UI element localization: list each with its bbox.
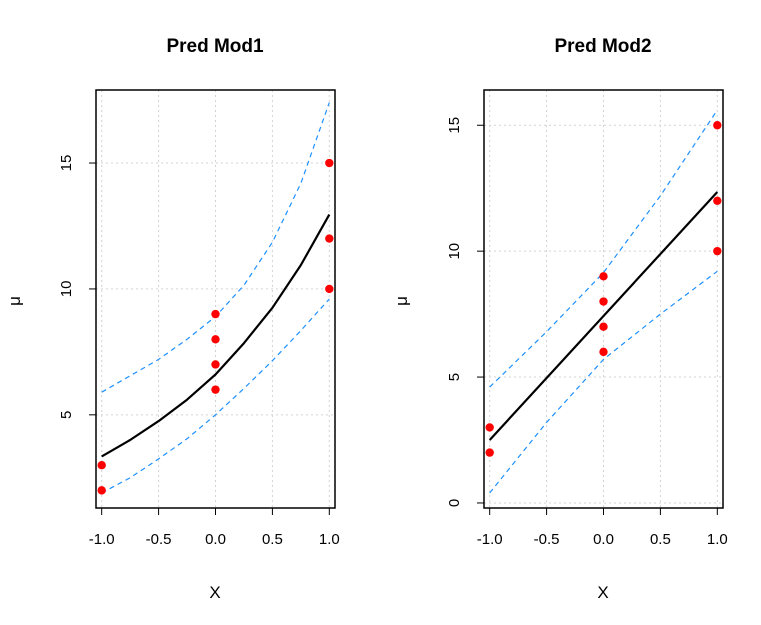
x-tick-label: 0.0 — [593, 531, 614, 548]
lower-confidence-line — [101, 298, 330, 494]
data-point — [713, 246, 722, 256]
y-tick-label: 10 — [58, 281, 75, 298]
fit-line — [101, 214, 331, 458]
panel-pred-mod2: Pred Mod2 X μ -1.0 -0.5 0.0 0.5 1.0 0 5 10 15 — [392, 36, 728, 602]
x-tick-label: 0.5 — [262, 531, 283, 548]
y-axis: 5 10 15 — [58, 155, 97, 419]
y-axis-label: μ — [392, 296, 411, 306]
x-tick-label: -1.0 — [89, 531, 115, 548]
confidence-bands — [489, 109, 718, 494]
panel-pred-mod1: Pred Mod1 X μ -1.0 -0.5 0.0 0.5 1.0 5 10 15 — [5, 36, 340, 602]
fitted-line — [488, 191, 719, 441]
x-axis-label: X — [597, 583, 608, 602]
data-point — [325, 234, 334, 243]
fit-line — [488, 191, 719, 441]
chart-title: Pred Mod1 — [166, 36, 264, 57]
x-tick-label: 1.0 — [319, 531, 340, 548]
data-point — [211, 309, 220, 319]
y-tick-label: 10 — [446, 243, 463, 260]
x-axis: -1.0 -0.5 0.0 0.5 1.0 — [89, 507, 340, 548]
y-axis: 0 5 10 15 — [446, 117, 485, 507]
y-tick-label: 5 — [58, 411, 75, 419]
data-point — [211, 385, 220, 394]
data-point — [713, 196, 722, 205]
data-point — [713, 121, 722, 130]
x-tick-label: -0.5 — [146, 531, 172, 548]
x-tick-label: -0.5 — [534, 531, 560, 548]
x-tick-label: -1.0 — [477, 531, 503, 548]
x-axis: -1.0 -0.5 0.0 0.5 1.0 — [477, 507, 728, 548]
data-point — [599, 347, 608, 357]
data-point — [325, 158, 334, 168]
x-axis-label: X — [209, 583, 220, 602]
data-point — [599, 297, 608, 306]
data-point — [97, 460, 106, 470]
data-point — [211, 360, 220, 369]
data-point — [97, 486, 106, 495]
data-points — [485, 121, 722, 457]
x-tick-label: 0.5 — [650, 531, 671, 548]
data-point — [211, 335, 220, 344]
x-tick-label: 0.0 — [205, 531, 226, 548]
data-point — [485, 448, 494, 457]
upper-confidence-line — [489, 109, 718, 388]
data-point — [325, 284, 334, 294]
y-tick-label: 15 — [58, 155, 75, 172]
x-tick-label: 1.0 — [707, 531, 728, 548]
y-axis-label: μ — [5, 296, 24, 306]
data-point — [599, 272, 608, 281]
fitted-curve — [101, 214, 331, 458]
chart-title: Pred Mod2 — [554, 36, 651, 57]
data-point — [485, 423, 494, 432]
y-tick-label: 5 — [446, 373, 463, 381]
data-points — [97, 158, 334, 495]
y-tick-label: 15 — [446, 117, 463, 134]
y-tick-label: 0 — [446, 499, 463, 507]
data-point — [599, 322, 608, 331]
lower-confidence-line — [489, 270, 718, 494]
grid — [96, 90, 335, 508]
